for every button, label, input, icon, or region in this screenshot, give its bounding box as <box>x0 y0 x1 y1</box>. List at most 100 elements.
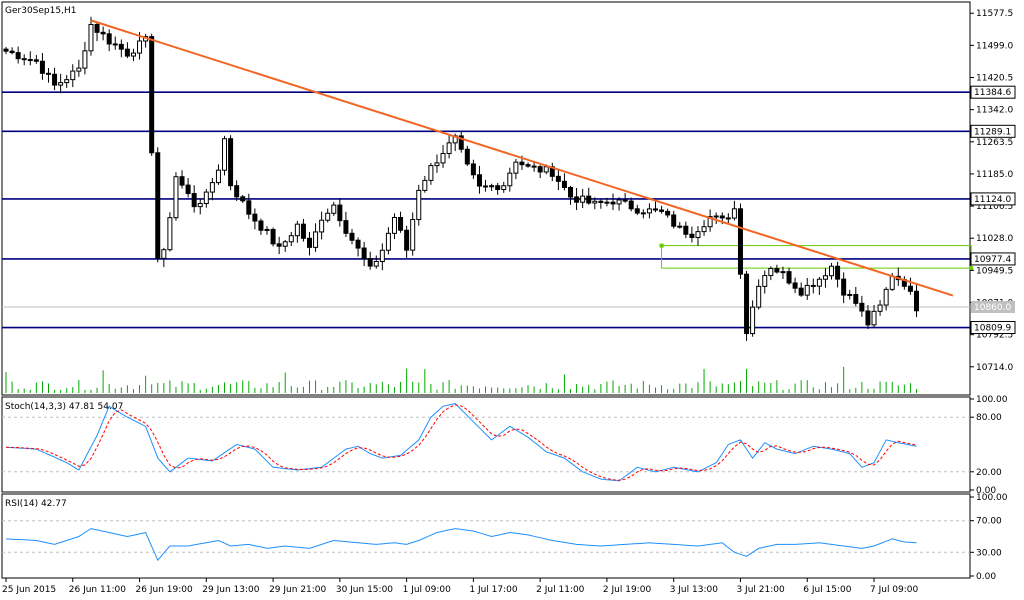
candle-body <box>410 219 416 251</box>
candle-body <box>179 176 185 186</box>
candle-body <box>391 216 397 234</box>
rsi-line <box>2 520 970 562</box>
level-price-box <box>970 124 1016 138</box>
level-price-box <box>970 192 1016 206</box>
candle-body <box>15 52 21 60</box>
candle-body <box>792 282 798 289</box>
candle-body <box>355 239 361 249</box>
candle-body <box>756 285 762 308</box>
candle-body <box>586 195 592 204</box>
price-tick-label: 10714.0 <box>976 363 1013 373</box>
candle-body <box>252 213 258 222</box>
level-price-box <box>970 321 1016 335</box>
candle-body <box>276 243 282 247</box>
candle-body <box>130 52 136 57</box>
candle-body <box>149 36 155 154</box>
candle-body <box>598 200 604 203</box>
candle-body <box>27 59 33 62</box>
price-tick-label: 11263.5 <box>976 138 1013 148</box>
candle-body <box>665 210 671 216</box>
candle-body <box>786 271 792 284</box>
zone-handle <box>659 243 664 248</box>
candle-body <box>33 59 39 62</box>
candle-body <box>604 201 610 204</box>
candle-body <box>191 193 197 208</box>
level-price-label: 11289.1 <box>974 127 1011 137</box>
candle-body <box>155 152 161 259</box>
candle-body <box>3 48 9 52</box>
time-tick-label: 30 Jun 15:00 <box>336 585 393 595</box>
level-price-box <box>970 252 1016 266</box>
candle-body <box>574 196 580 203</box>
candle-body <box>76 67 82 72</box>
time-tick-label: 29 Jun 13:00 <box>202 585 259 595</box>
candle-body <box>907 285 913 292</box>
time-tick-label: 7 Jul 09:00 <box>870 585 919 595</box>
level-price-box <box>970 85 1016 99</box>
candle-body <box>507 172 513 187</box>
candle-body <box>228 138 234 187</box>
candle-body <box>774 267 780 273</box>
candle-body <box>768 267 774 277</box>
indicator-tick-label: 70.00 <box>976 517 1002 527</box>
candle-body <box>270 228 276 245</box>
time-tick-label: 3 Jul 13:00 <box>670 585 719 595</box>
candle-body <box>519 161 525 166</box>
price-tick-label: 11499.0 <box>976 41 1013 51</box>
candle-body <box>373 260 379 267</box>
time-tick-label: 26 Jun 11:00 <box>69 585 126 595</box>
candle-body <box>495 185 501 190</box>
stoch-lines <box>2 403 970 482</box>
candle-body <box>847 293 853 296</box>
candle-body <box>671 214 677 227</box>
rsi-panel-frame <box>1 493 971 579</box>
candle-body <box>240 196 246 202</box>
time-tick-label: 1 Jul 17:00 <box>469 585 518 595</box>
candle-body <box>470 163 476 176</box>
candle-body <box>659 209 665 212</box>
candle-body <box>483 185 489 188</box>
rsi-line <box>5 528 917 562</box>
indicator-tick-label: 0.00 <box>976 572 996 582</box>
candle-body <box>476 174 482 187</box>
candle-body <box>88 23 94 52</box>
candle-body <box>112 43 118 46</box>
candle-body <box>82 50 88 69</box>
price-tick-label: 11185.0 <box>976 170 1013 180</box>
candle-body <box>537 166 543 173</box>
candle-body <box>209 182 215 193</box>
price-tick-label: 11420.5 <box>976 74 1013 84</box>
price-tick-label: 10949.5 <box>976 266 1013 276</box>
price-hlines <box>2 91 970 329</box>
candle-body <box>489 185 495 188</box>
candle-body <box>124 48 130 57</box>
candle-body <box>173 176 179 219</box>
candle-body <box>58 82 64 86</box>
time-tick-label: 2 Jul 11:00 <box>536 585 585 595</box>
candle-body <box>853 293 859 304</box>
candle-body <box>725 217 731 220</box>
candle-body <box>288 235 294 243</box>
candle-body <box>841 278 847 296</box>
candle-body <box>568 186 574 198</box>
candle-body <box>689 233 695 238</box>
candle-body <box>45 72 51 75</box>
candlesticks <box>3 16 919 341</box>
candle-body <box>197 203 203 208</box>
candle-body <box>94 23 100 33</box>
indicator-tick-label: 100.00 <box>976 493 1008 503</box>
level-price-label: 11124.0 <box>974 195 1011 205</box>
candle-body <box>683 225 689 235</box>
candle-body <box>9 50 15 54</box>
trendline[interactable] <box>90 19 954 297</box>
candle-body <box>294 223 300 237</box>
main-line <box>5 403 917 482</box>
candle-body <box>707 216 713 228</box>
candle-body <box>137 40 143 54</box>
candle-body <box>634 208 640 214</box>
candle-body <box>118 43 124 50</box>
time-tick-label: 26 Jun 19:00 <box>136 585 193 595</box>
level-price-label: 10977.4 <box>974 255 1011 265</box>
candle-body <box>810 284 816 287</box>
candle-body <box>440 152 446 164</box>
